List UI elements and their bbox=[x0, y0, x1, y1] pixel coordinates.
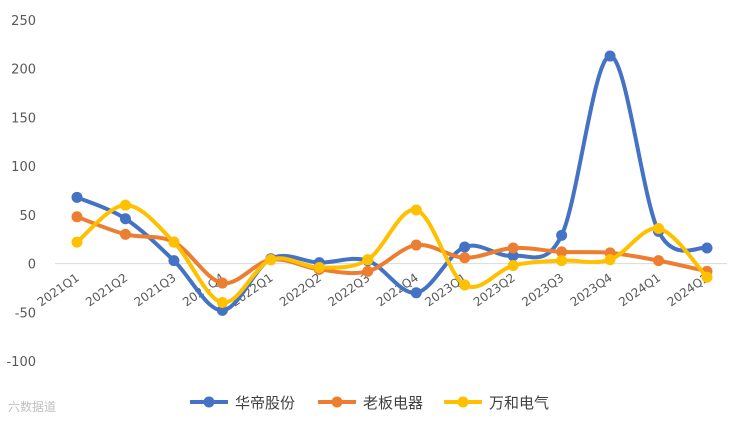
legend-item: 万和电气 bbox=[444, 394, 549, 412]
data-point bbox=[119, 213, 131, 225]
legend-item: 老板电器 bbox=[318, 394, 423, 412]
legend: 华帝股份 老板电器 万和电气 bbox=[190, 394, 549, 412]
data-point bbox=[459, 252, 471, 264]
data-point bbox=[410, 287, 422, 299]
data-point bbox=[604, 50, 616, 62]
data-point bbox=[119, 228, 131, 240]
legend-label: 万和电气 bbox=[489, 394, 549, 412]
x-tick-label: 2022Q2 bbox=[277, 271, 324, 310]
data-point bbox=[265, 254, 277, 266]
y-tick-label: 0 bbox=[28, 258, 36, 273]
data-point bbox=[362, 265, 374, 277]
data-point bbox=[604, 254, 616, 266]
watermark: 六数据道 bbox=[8, 400, 57, 414]
legend-swatch-marker bbox=[203, 396, 215, 408]
data-point bbox=[216, 297, 228, 309]
data-point bbox=[507, 260, 519, 272]
data-point bbox=[71, 211, 83, 223]
series-layer bbox=[71, 50, 713, 316]
data-point bbox=[701, 242, 713, 254]
y-tick-label: 100 bbox=[11, 160, 36, 175]
x-tick-label: 2022Q3 bbox=[325, 271, 372, 310]
data-point bbox=[362, 254, 374, 266]
y-tick-label: 200 bbox=[11, 63, 36, 78]
data-point bbox=[168, 236, 180, 248]
x-axis-ticks: 2021Q1 2021Q2 2021Q3 2021Q4 2022Q1 2022Q2 2022… bbox=[35, 271, 712, 310]
legend-swatch-marker bbox=[331, 396, 343, 408]
data-point bbox=[459, 241, 471, 253]
data-point bbox=[119, 199, 131, 211]
data-point bbox=[313, 261, 325, 273]
data-point bbox=[701, 271, 713, 283]
legend-item: 华帝股份 bbox=[190, 394, 295, 412]
y-tick-label: 150 bbox=[11, 111, 36, 126]
y-axis-ticks: -100 -50 0 50 100 150 200 250 bbox=[6, 14, 36, 370]
x-tick-label: 2021Q1 bbox=[35, 271, 82, 310]
y-tick-label: -50 bbox=[15, 306, 36, 321]
x-tick-label: 2023Q4 bbox=[568, 271, 615, 310]
x-tick-label: 2021Q2 bbox=[83, 271, 130, 310]
series-3 bbox=[71, 199, 713, 309]
x-tick-label: 2021Q3 bbox=[132, 271, 179, 310]
data-point bbox=[168, 255, 180, 267]
data-point bbox=[556, 246, 568, 258]
x-tick-label: 2023Q3 bbox=[519, 271, 566, 310]
y-tick-label: 50 bbox=[19, 209, 36, 224]
data-point bbox=[459, 279, 471, 291]
data-point bbox=[556, 255, 568, 267]
data-point bbox=[410, 204, 422, 216]
data-point bbox=[71, 191, 83, 203]
data-point bbox=[507, 242, 519, 254]
data-point bbox=[71, 236, 83, 248]
y-tick-label: 250 bbox=[11, 14, 36, 29]
data-point bbox=[507, 250, 519, 262]
x-tick-label: 2024Q1 bbox=[616, 271, 663, 310]
data-point bbox=[653, 222, 665, 234]
legend-label: 老板电器 bbox=[363, 394, 423, 412]
data-point bbox=[216, 277, 228, 289]
data-point bbox=[410, 239, 422, 251]
data-point bbox=[556, 229, 568, 241]
y-tick-label: -100 bbox=[6, 355, 36, 370]
data-point bbox=[653, 255, 665, 267]
legend-swatch-marker bbox=[457, 396, 469, 408]
legend-label: 华帝股份 bbox=[235, 394, 295, 412]
data-point bbox=[216, 304, 228, 316]
